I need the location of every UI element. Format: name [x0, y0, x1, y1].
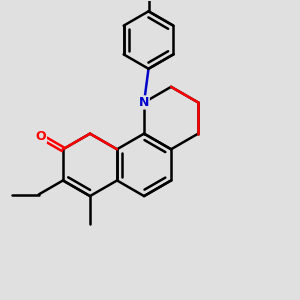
- Text: N: N: [139, 96, 149, 109]
- Text: O: O: [36, 130, 46, 143]
